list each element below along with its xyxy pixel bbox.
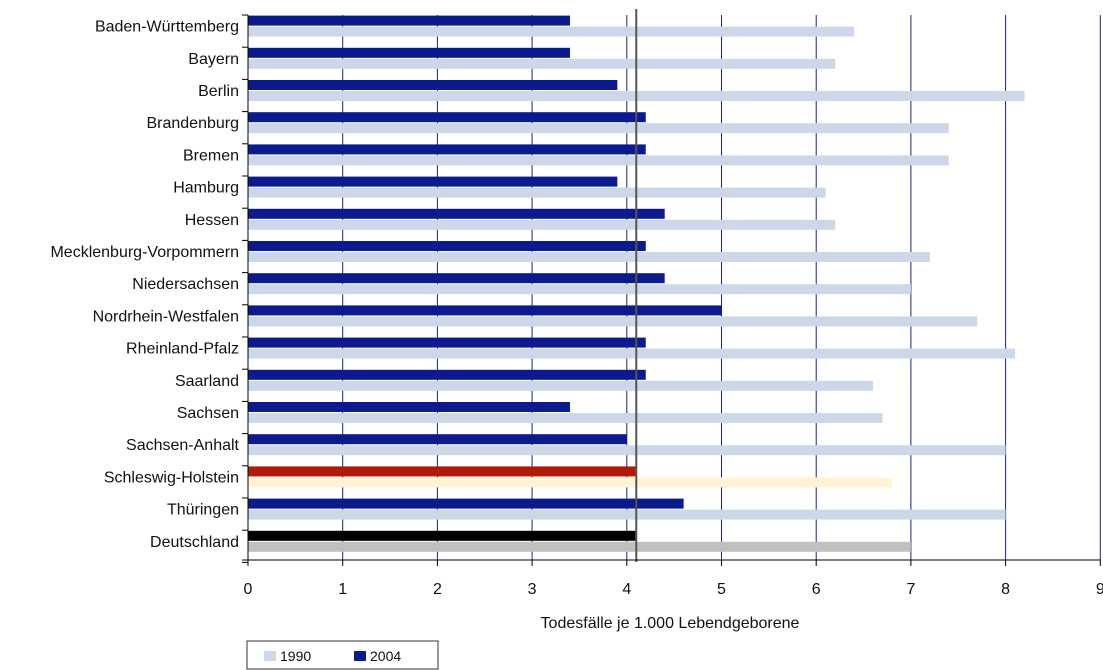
bar-1990 bbox=[248, 284, 911, 295]
bar-1990 bbox=[248, 380, 874, 391]
category-label: Sachsen bbox=[177, 405, 239, 422]
bar-1990 bbox=[248, 219, 836, 230]
x-tick-label: 2 bbox=[433, 581, 442, 598]
bar-2004 bbox=[248, 112, 646, 123]
category-label: Hamburg bbox=[173, 180, 239, 197]
bar-1990 bbox=[248, 541, 911, 552]
bar-1990 bbox=[248, 477, 892, 488]
category-label: Bremen bbox=[183, 147, 239, 164]
bar-2004 bbox=[248, 305, 722, 316]
category-label: Hessen bbox=[185, 212, 239, 229]
category-label: Saarland bbox=[175, 373, 239, 390]
legend-swatch-1990 bbox=[264, 651, 276, 661]
bar-1990 bbox=[248, 316, 978, 327]
category-label: Brandenburg bbox=[146, 115, 239, 132]
category-label: Berlin bbox=[198, 83, 239, 100]
category-label: Mecklenburg-Vorpommern bbox=[50, 244, 239, 261]
bars bbox=[248, 15, 1025, 552]
x-tick-label: 3 bbox=[528, 581, 537, 598]
bar-2004 bbox=[248, 337, 646, 348]
legend: 1990 2004 bbox=[246, 640, 439, 670]
bar-1990 bbox=[248, 187, 826, 198]
category-label: Schleswig-Holstein bbox=[104, 469, 239, 486]
bar-1990 bbox=[248, 413, 883, 423]
bar-2004 bbox=[248, 208, 665, 219]
category-label: Nordrhein-Westfalen bbox=[93, 308, 239, 325]
x-tick-label: 5 bbox=[717, 581, 726, 598]
x-tick-label: 8 bbox=[1001, 581, 1010, 598]
category-label: Bayern bbox=[188, 51, 239, 68]
legend-box bbox=[246, 640, 439, 670]
bar-2004 bbox=[248, 15, 570, 26]
bar-2004 bbox=[248, 144, 646, 155]
bar-2004 bbox=[248, 273, 665, 284]
category-label: Baden-Württemberg bbox=[95, 19, 239, 36]
bar-1990 bbox=[248, 58, 836, 69]
bar-2004 bbox=[248, 47, 570, 58]
x-tick-labels: 0 1 2 3 4 5 6 7 8 9 bbox=[244, 581, 1103, 598]
category-labels: Baden-Württemberg Bayern Berlin Brandenburg… bbox=[50, 19, 239, 551]
bar-2004 bbox=[248, 369, 646, 380]
bar-2004 bbox=[248, 466, 637, 477]
bar-2004 bbox=[248, 434, 627, 445]
x-tick-label: 1 bbox=[338, 581, 347, 598]
x-tick-label: 9 bbox=[1096, 581, 1103, 598]
category-label: Thüringen bbox=[167, 502, 239, 519]
bar-2004 bbox=[248, 176, 618, 187]
bar-1990 bbox=[248, 252, 930, 262]
bar-2004 bbox=[248, 241, 646, 251]
x-tick-label: 7 bbox=[906, 581, 915, 598]
legend-label-2004: 2004 bbox=[370, 648, 401, 664]
x-tick-label: 0 bbox=[244, 581, 253, 598]
x-tick-label: 4 bbox=[622, 581, 631, 598]
category-label: Niedersachsen bbox=[132, 276, 239, 293]
legend-label-1990: 1990 bbox=[280, 648, 311, 664]
axes bbox=[242, 14, 1101, 566]
x-tick-label: 6 bbox=[812, 581, 821, 598]
category-label: Deutschland bbox=[150, 534, 239, 551]
x-axis-title: Todesfälle je 1.000 Lebendgeborene bbox=[541, 615, 800, 632]
bar-1990 bbox=[248, 26, 855, 37]
legend-swatch-2004 bbox=[354, 651, 366, 661]
bar-1990 bbox=[248, 123, 949, 134]
bar-1990 bbox=[248, 509, 1006, 520]
bar-1990 bbox=[248, 155, 949, 166]
bar-1990 bbox=[248, 445, 1006, 456]
bar-2004 bbox=[248, 530, 637, 541]
bar-2004 bbox=[248, 498, 684, 509]
bar-2004 bbox=[248, 80, 618, 90]
bar-2004 bbox=[248, 402, 570, 412]
category-label: Rheinland-Pfalz bbox=[126, 341, 239, 358]
category-label: Sachsen-Anhalt bbox=[126, 437, 240, 454]
bar-1990 bbox=[248, 348, 1016, 359]
